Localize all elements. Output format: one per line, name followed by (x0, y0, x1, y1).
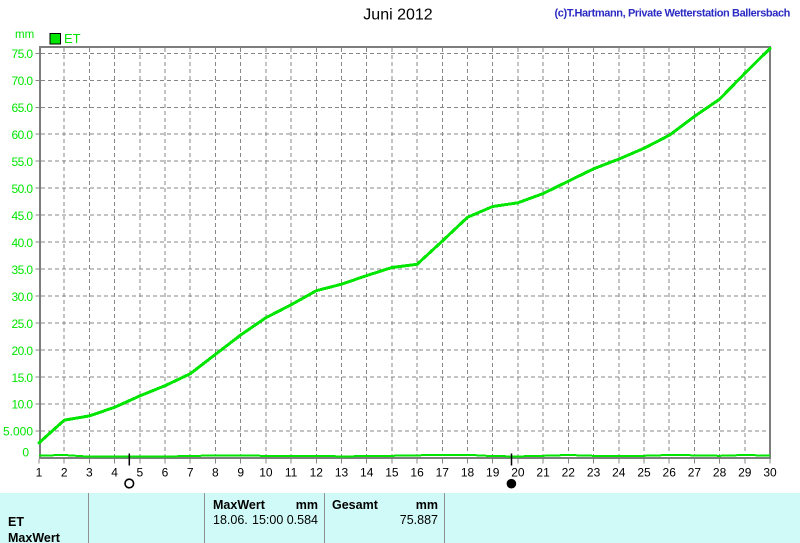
svg-text:15: 15 (385, 466, 399, 480)
svg-text:45.0: 45.0 (12, 209, 34, 223)
svg-text:21: 21 (536, 466, 550, 480)
svg-text:15:00: 15:00 (252, 513, 283, 527)
svg-text:75.0: 75.0 (12, 47, 34, 61)
svg-text:2: 2 (61, 466, 68, 480)
svg-text:0.584: 0.584 (287, 513, 318, 527)
svg-text:5: 5 (136, 466, 143, 480)
svg-text:ET: ET (8, 515, 24, 529)
svg-text:MaxWert: MaxWert (8, 531, 61, 543)
svg-text:15.0: 15.0 (12, 371, 34, 385)
svg-text:Juni 2012: Juni 2012 (363, 7, 432, 24)
svg-text:mm: mm (15, 29, 34, 41)
svg-text:4: 4 (111, 466, 118, 480)
svg-text:1: 1 (36, 466, 43, 480)
svg-text:75.887: 75.887 (400, 513, 438, 527)
svg-text:27: 27 (688, 466, 702, 480)
svg-text:35.0: 35.0 (12, 263, 34, 277)
svg-text:9: 9 (237, 466, 244, 480)
svg-text:11: 11 (285, 466, 298, 480)
svg-text:23: 23 (587, 466, 601, 480)
svg-text:65.0: 65.0 (12, 101, 34, 115)
svg-text:22: 22 (562, 466, 576, 480)
svg-text:0: 0 (22, 446, 29, 460)
svg-text:30: 30 (763, 466, 777, 480)
svg-text:16: 16 (410, 466, 424, 480)
svg-text:29: 29 (738, 466, 752, 480)
svg-text:20.0: 20.0 (12, 344, 34, 358)
svg-text:40.0: 40.0 (12, 236, 34, 250)
svg-text:7: 7 (187, 466, 194, 480)
svg-text:60.0: 60.0 (12, 128, 34, 142)
svg-text:24: 24 (612, 466, 626, 480)
svg-text:8: 8 (212, 466, 219, 480)
svg-text:25: 25 (637, 466, 651, 480)
svg-text:55.0: 55.0 (12, 155, 34, 169)
svg-text:18.06.: 18.06. (213, 513, 248, 527)
svg-text:50.0: 50.0 (12, 182, 34, 196)
svg-text:ET: ET (64, 31, 81, 46)
svg-text:19: 19 (486, 466, 500, 480)
svg-text:MaxWert: MaxWert (213, 498, 266, 512)
svg-text:30.0: 30.0 (12, 290, 34, 304)
svg-text:mm: mm (296, 498, 318, 512)
svg-text:25.0: 25.0 (12, 317, 34, 331)
svg-text:13: 13 (335, 466, 349, 480)
svg-text:3: 3 (86, 466, 93, 480)
svg-text:14: 14 (360, 466, 374, 480)
svg-text:5.000: 5.000 (3, 425, 33, 439)
svg-text:Gesamt: Gesamt (332, 498, 379, 512)
svg-text:17: 17 (436, 466, 450, 480)
svg-text:28: 28 (713, 466, 727, 480)
svg-text:18: 18 (461, 466, 475, 480)
svg-text:20: 20 (511, 466, 525, 480)
svg-text:26: 26 (663, 466, 677, 480)
svg-text:10: 10 (259, 466, 273, 480)
svg-text:6: 6 (162, 466, 169, 480)
svg-text:(c)T.Hartmann, Private Wetters: (c)T.Hartmann, Private Wetterstation Bal… (554, 7, 790, 19)
svg-text:12: 12 (310, 466, 324, 480)
svg-text:mm: mm (416, 498, 438, 512)
svg-text:70.0: 70.0 (12, 74, 34, 88)
svg-text:10.0: 10.0 (12, 398, 34, 412)
